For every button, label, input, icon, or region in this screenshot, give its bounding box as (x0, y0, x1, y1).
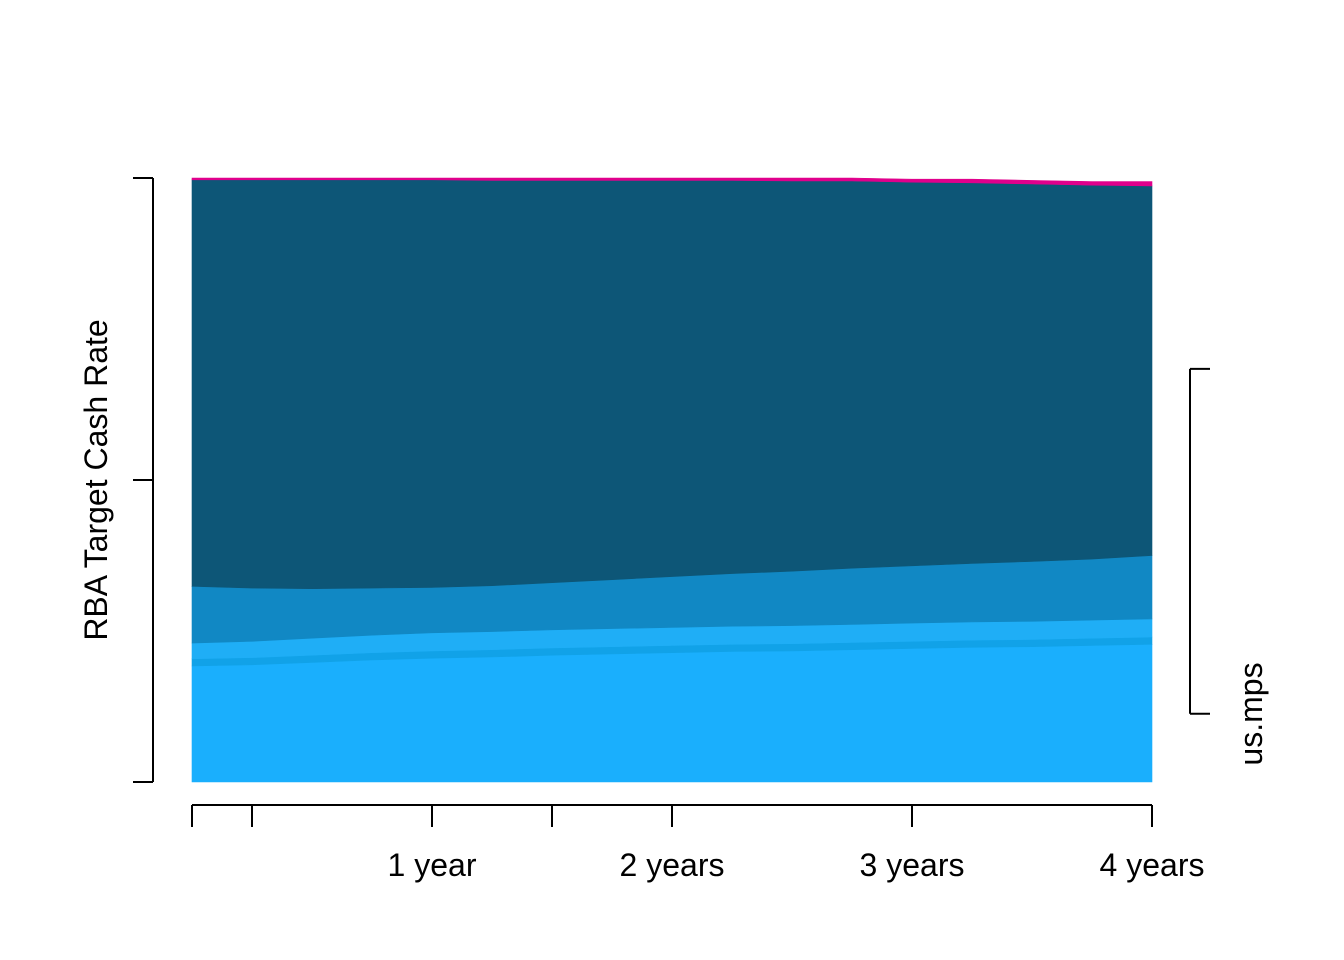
left-y-axis (133, 177, 154, 783)
right-axis-title: us.mps (1233, 662, 1269, 765)
area-series-6 (191, 177, 1153, 187)
x-tick-label: 4 years (1100, 847, 1205, 883)
x-axis: 1 year 2 years 3 years 4 years (191, 804, 1205, 883)
area-series-5 (191, 179, 1153, 590)
x-tick-label: 2 years (620, 847, 725, 883)
right-axis-bracket (1189, 367, 1210, 715)
x-tick-label: 3 years (860, 847, 965, 883)
stacked-areas (191, 177, 1153, 783)
area-series-1 (191, 643, 1153, 783)
y-axis-title: RBA Target Cash Rate (78, 319, 114, 640)
x-tick-label: 1 year (388, 847, 477, 883)
